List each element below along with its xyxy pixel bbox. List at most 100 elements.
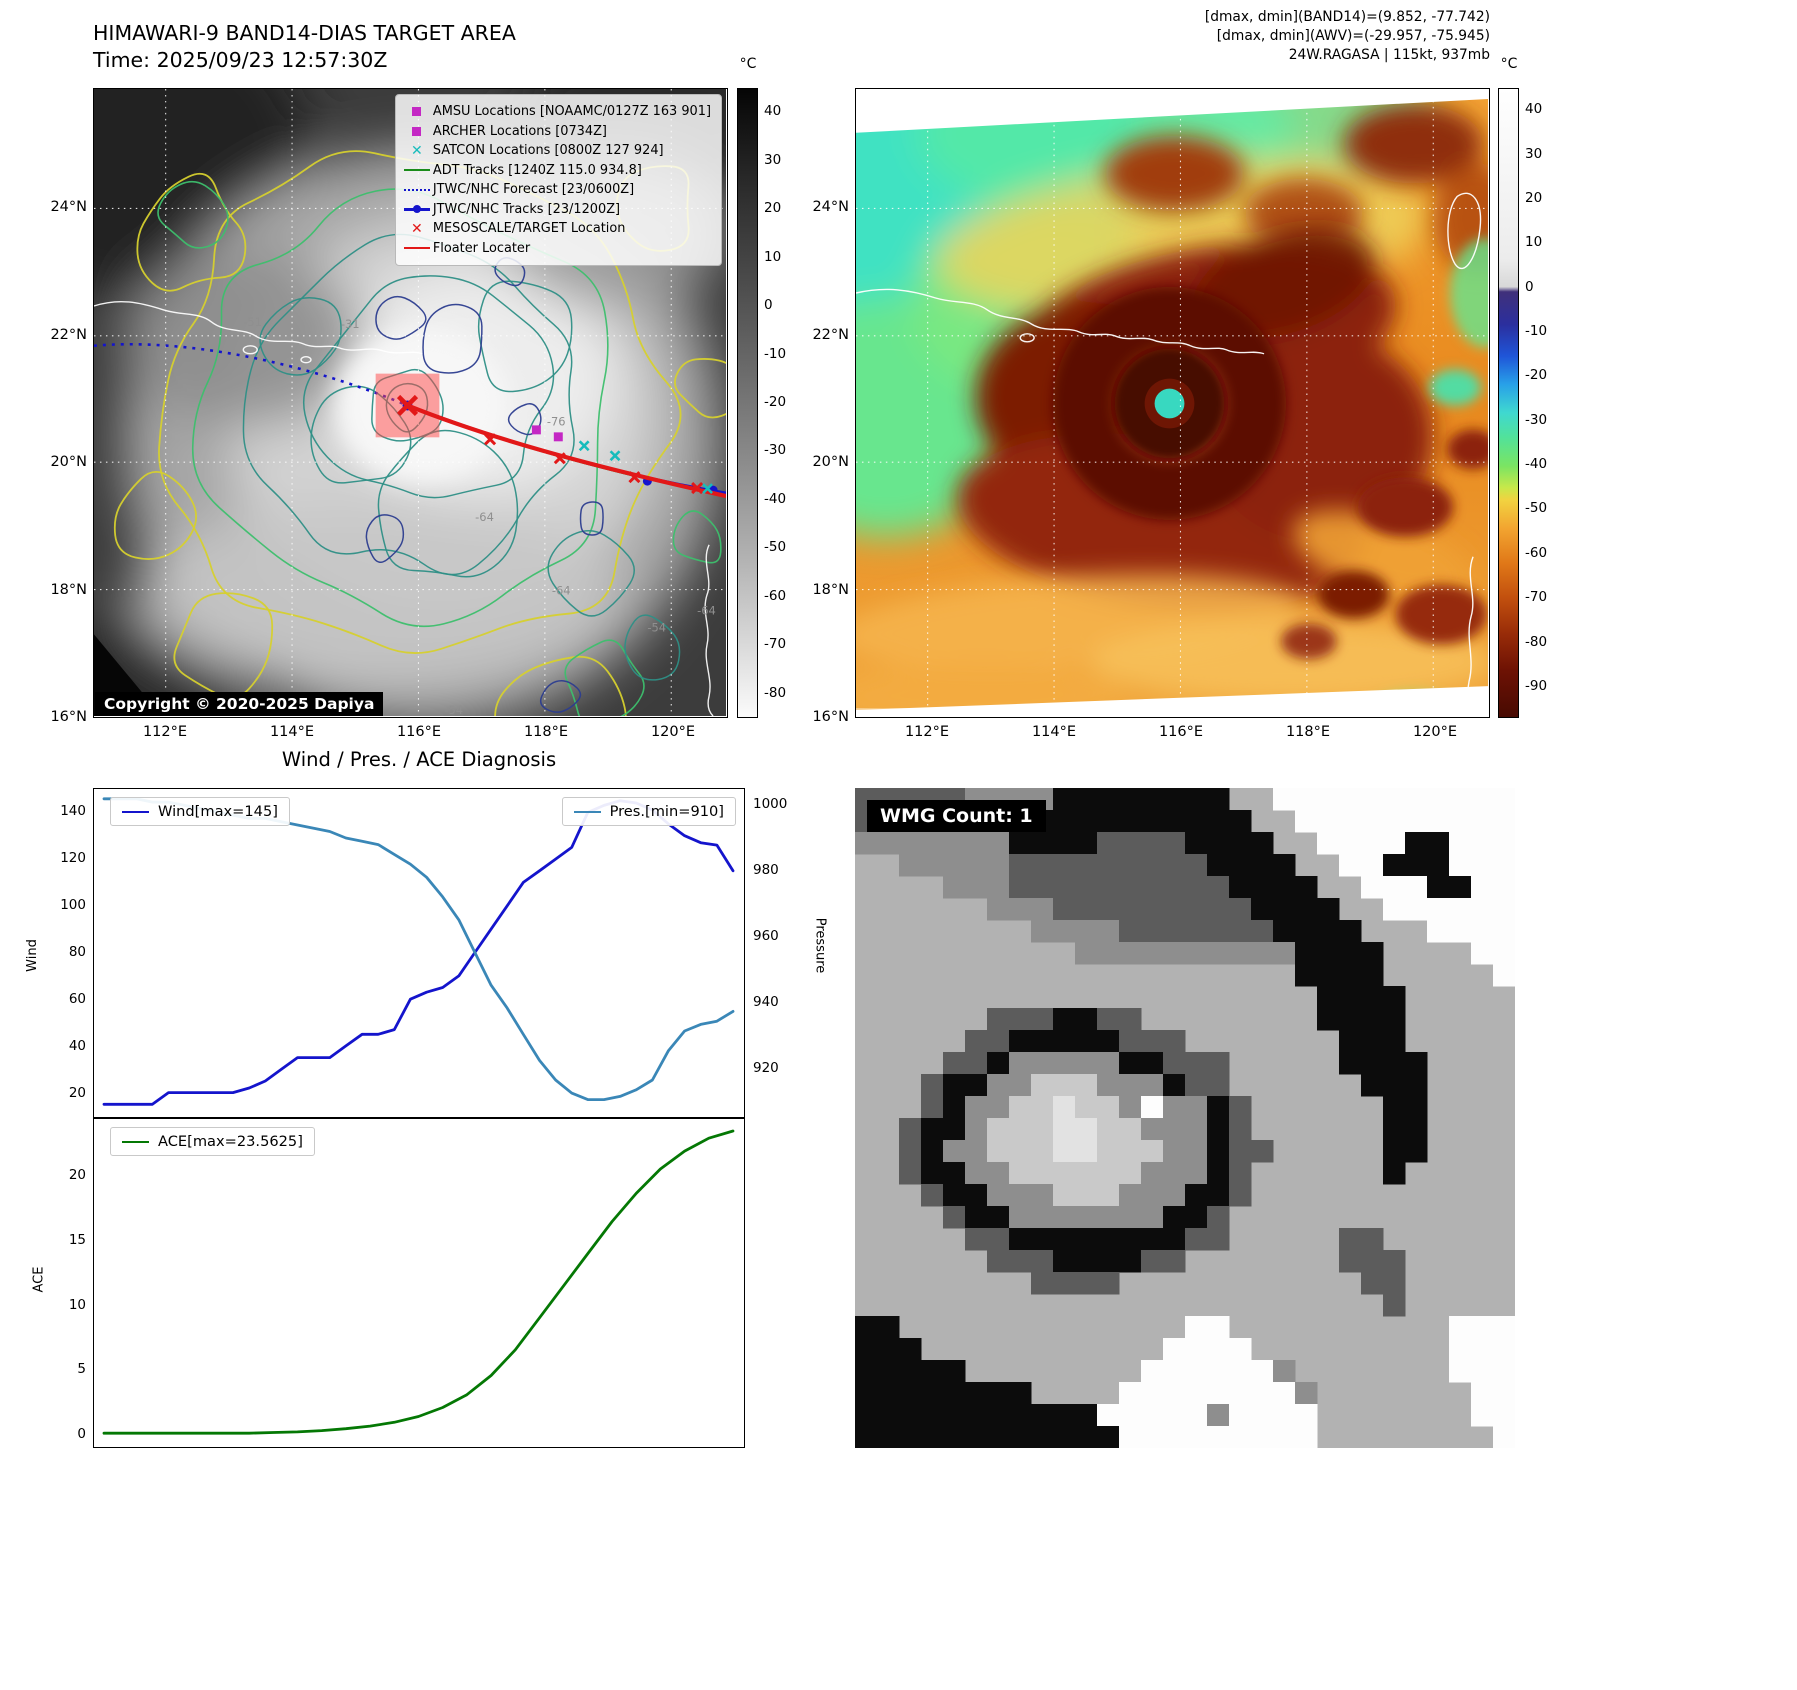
- legend-item: AMSU Locations [NOAAMC/0127Z 163 901]: [401, 102, 711, 122]
- lon-tick-label: 120°E: [650, 724, 696, 740]
- contour-line: [365, 514, 405, 564]
- band14-colorbar-unit: °C: [739, 56, 757, 72]
- diagnosis-title: Wind / Pres. / ACE Diagnosis: [281, 748, 557, 771]
- scan-edge: [856, 686, 1488, 716]
- ace-legend: ACE[max=23.5625]: [110, 1127, 315, 1156]
- storm-info-header: [dmax, dmin](BAND14)=(9.852, -77.742) [d…: [1205, 8, 1490, 65]
- colorbar-tick-label: -20: [764, 394, 787, 410]
- contour-value-label: -64: [475, 510, 494, 524]
- axis-tick-label: 120: [60, 849, 86, 866]
- band14-map-panel: -51-31-76-64-64-54-64-54-31-64: [93, 88, 728, 718]
- copyright-label: Copyright © 2020-2025 Dapiya: [95, 692, 384, 716]
- colorbar-tick-label: -80: [1525, 633, 1548, 650]
- colorbar-tick-label: 0: [1525, 278, 1534, 295]
- colorbar-tick-label: 40: [1525, 101, 1543, 118]
- track-overlays: [94, 343, 726, 499]
- colorbar-tick-label: -90: [1525, 677, 1548, 694]
- contour-line: [375, 295, 427, 340]
- colorbar-tick-label: -10: [764, 345, 787, 362]
- ace-chart: ACE[max=23.5625]: [93, 1118, 745, 1448]
- colorbar-tick-label: 30: [1525, 145, 1543, 162]
- lon-tick-label: 118°E: [523, 724, 569, 740]
- lon-tick-label: 118°E: [1285, 724, 1331, 740]
- colorbar-tick-label: -20: [1525, 367, 1548, 384]
- wind-line-swatch: [122, 810, 149, 813]
- pressure-legend-label: Pres.[min=910]: [609, 803, 724, 820]
- contour-line: [674, 358, 726, 419]
- axis-tick-label: 1000: [753, 795, 788, 812]
- colorbar-tick-label: -80: [764, 684, 787, 701]
- legend-item-label: Floater Locater: [432, 240, 531, 256]
- legend-item-label: AMSU Locations [NOAAMC/0127Z 163 901]: [432, 104, 711, 120]
- ace-axis-label: ACE: [31, 1266, 47, 1293]
- colorbar-tick-label: -50: [1525, 500, 1548, 517]
- axis-tick-label: 980: [753, 861, 779, 878]
- legend-item: Floater Locater: [401, 239, 711, 259]
- data-series-line: [102, 1129, 735, 1435]
- coastline: [856, 192, 1482, 716]
- lat-tick-label: 16°N: [812, 709, 849, 725]
- legend-item-label: SATCON Locations [0800Z 127 924]: [432, 143, 664, 159]
- ace-line-swatch: [122, 1140, 149, 1143]
- lat-tick-label: 24°N: [50, 199, 87, 215]
- dmax-dmin-awv: [dmax, dmin](AWV)=(-29.957, -75.945): [1216, 28, 1490, 44]
- axis-tick-label: 40: [68, 1038, 86, 1055]
- ir-colorbar-unit: °C: [1500, 56, 1518, 72]
- legend-item: JTWC/NHC Tracks [23/1200Z]: [401, 200, 711, 220]
- wind-legend: Wind[max=145]: [110, 797, 290, 826]
- legend-marker-square-icon: [401, 126, 433, 136]
- colorbar-tick-label: 10: [764, 248, 782, 265]
- colorbar-tick-label: 30: [764, 151, 782, 168]
- lat-tick-label: 16°N: [50, 709, 87, 725]
- floater-track: [406, 403, 726, 499]
- legend-marker-x-icon: ✕: [411, 220, 423, 237]
- contour-value-label: -76: [547, 414, 566, 428]
- enhanced-ir-satellite-image: [856, 89, 1488, 716]
- contour-line: [547, 530, 635, 617]
- legend-marker-dotted-line-icon: [401, 188, 433, 191]
- wind-axis-label: Wind: [24, 939, 40, 972]
- axis-tick-label: 10: [68, 1296, 86, 1313]
- axis-tick-label: 80: [68, 944, 86, 960]
- legend-marker-x-icon: ✕: [411, 142, 423, 159]
- pressure-axis-label: Pressure: [812, 917, 828, 974]
- colorbar-tick-label: 10: [1525, 234, 1543, 251]
- enhanced-ir-map-panel: [855, 88, 1490, 718]
- contour-value-label: -54: [647, 620, 666, 634]
- axis-tick-label: 920: [753, 1059, 779, 1076]
- wmg-microwave-image: [855, 788, 1515, 1448]
- wind-pressure-chart: Wind[max=145] Pres.[min=910]: [93, 788, 745, 1118]
- contour-line: [113, 471, 198, 560]
- legend-marker-line-icon: [401, 247, 433, 250]
- amsu-marker: [531, 425, 541, 435]
- ace-plot-area: [102, 1129, 735, 1435]
- legend-item: JTWC/NHC Forecast [23/0600Z]: [401, 180, 711, 200]
- contour-line: [157, 180, 229, 249]
- lon-tick-label: 116°E: [1158, 724, 1204, 740]
- axis-tick-label: 20: [68, 1085, 86, 1102]
- jtwc-forecast-track: [94, 343, 409, 407]
- lat-tick-label: 24°N: [812, 199, 849, 215]
- archer-marker: [553, 432, 563, 442]
- colorbar-tick-label: -70: [1525, 589, 1548, 606]
- lat-tick-label: 20°N: [50, 454, 87, 470]
- axis-tick-label: 20: [68, 1167, 86, 1184]
- eyewall-ring: [1053, 287, 1286, 520]
- colorbar-tick-label: -30: [1525, 411, 1548, 428]
- legend-marker-line-icon: [401, 169, 433, 172]
- colorbar-tick-label: -40: [1525, 456, 1548, 473]
- contour-value-labels: -51-31-76-64-64-54-64-54-31-64: [243, 315, 716, 716]
- target-location-x-marker: [396, 394, 419, 417]
- lon-tick-label: 114°E: [269, 724, 315, 740]
- scan-edge: [856, 89, 1488, 133]
- colorbar-tick-label: -40: [764, 490, 787, 507]
- satcon-markers: [578, 440, 713, 494]
- lon-tick-label: 114°E: [1031, 724, 1077, 740]
- contour-value-label: -64: [552, 584, 571, 598]
- colorbar-tick-label: -30: [764, 442, 787, 459]
- lat-tick-label: 22°N: [812, 327, 849, 343]
- pressure-line-swatch: [573, 810, 601, 813]
- legend-marker-line-dot-icon: [401, 205, 433, 214]
- lon-tick-label: 116°E: [396, 724, 442, 740]
